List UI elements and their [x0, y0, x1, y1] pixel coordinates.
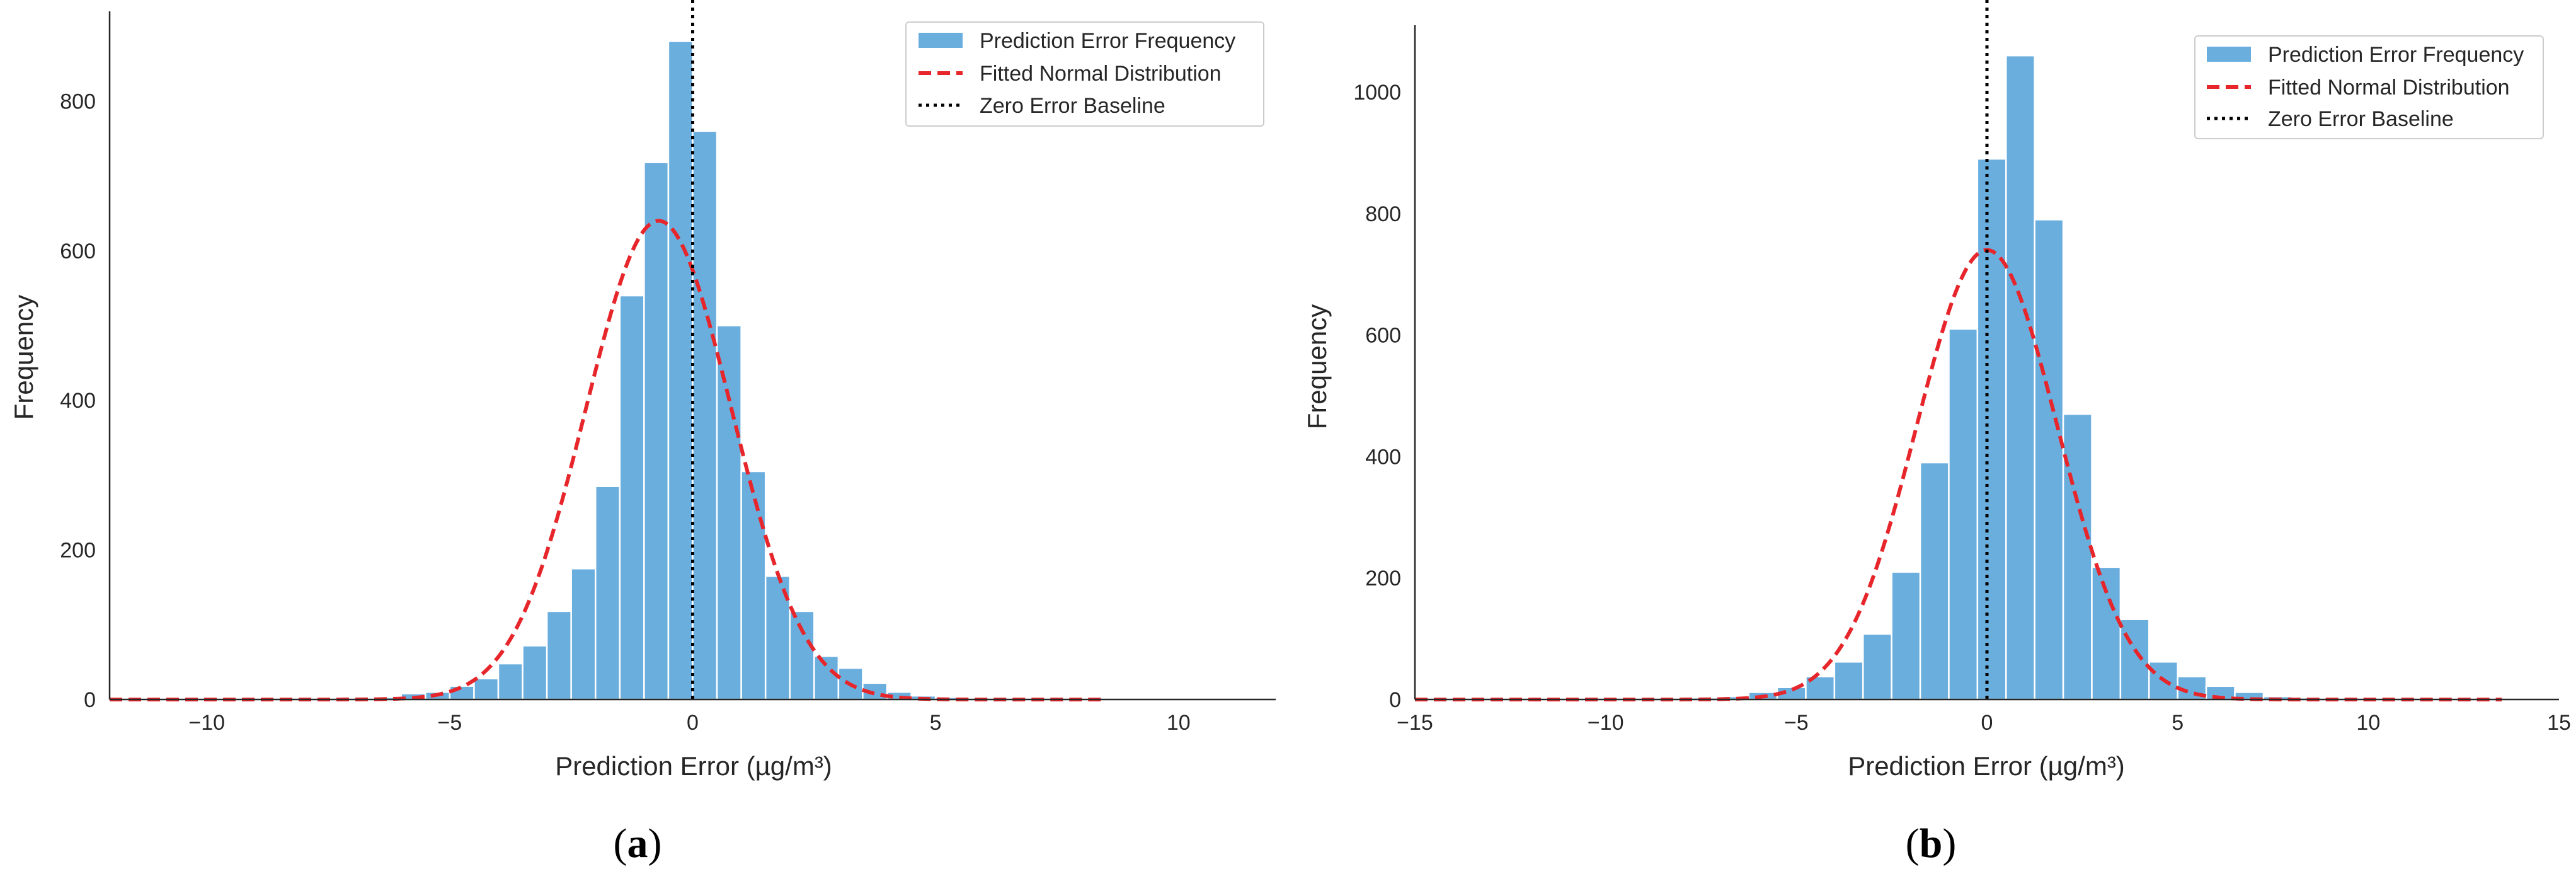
panel-a-legend-label-baseline: Zero Error Baseline	[980, 94, 1165, 118]
y-tick-label: 600	[60, 239, 96, 263]
panel-a-legend-box	[905, 21, 1264, 127]
y-tick-label: 0	[1389, 688, 1401, 712]
panel-a-caption-label: (a)	[614, 821, 662, 867]
histogram-bar	[449, 685, 475, 701]
panel-b-legend-label-baseline: Zero Error Baseline	[2268, 107, 2454, 131]
histogram-bar	[546, 610, 572, 701]
histogram-bar	[692, 130, 718, 701]
histogram-bar	[570, 568, 597, 701]
histogram-bar	[643, 161, 670, 701]
panel-b-axes	[1414, 25, 2559, 701]
panel-a-x-ticks: −10 −5 0 5 10	[188, 711, 1190, 735]
panel-a-legend-label-bars: Prediction Error Frequency	[980, 29, 1235, 53]
panel-b-y-axis-label: Frequency	[1302, 304, 1332, 429]
panel-b-y-ticks: 0 200 400 600 800 1000	[1353, 81, 1401, 712]
panel-a-axes	[108, 11, 1276, 701]
y-tick-label: 800	[1365, 202, 1401, 226]
panel-b-legend-box	[2194, 35, 2544, 139]
histogram-bar	[1891, 571, 1921, 701]
histogram-bar	[2005, 54, 2035, 701]
histogram-bar	[497, 662, 524, 701]
panel-a-x-axis-label: Prediction Error (µg/m³)	[555, 751, 832, 781]
x-tick-label: −10	[188, 711, 225, 735]
histogram-bar	[2034, 219, 2064, 701]
histogram-bar	[740, 470, 767, 701]
histogram-bar	[1862, 633, 1892, 701]
histogram-bar	[2062, 413, 2093, 701]
panel-b-caption-label: (b)	[1906, 821, 1957, 867]
x-tick-label: 0	[1981, 711, 1993, 735]
panel-a-legend: Prediction Error Frequency Fitted Normal…	[905, 21, 1264, 127]
x-tick-label: 0	[687, 711, 699, 735]
x-tick-label: −10	[1588, 711, 1624, 735]
histogram-bar	[1833, 660, 1864, 701]
x-tick-label: −5	[1784, 711, 1809, 735]
panel-b-legend: Prediction Error Frequency Fitted Normal…	[2194, 35, 2544, 139]
panel-b-chart: −15 −10 −5 0 5 10 15 0 200 400 600 800 1000 Predict…	[1302, 0, 2571, 867]
histogram-bar	[1919, 461, 1950, 701]
panel-b-legend-label-bars: Prediction Error Frequency	[2268, 43, 2524, 67]
histogram-bar	[522, 645, 548, 701]
panel-b-legend-bar-swatch	[2207, 47, 2251, 62]
histogram-bar	[2119, 618, 2150, 701]
x-tick-label: −15	[1397, 711, 1433, 735]
y-tick-label: 0	[84, 688, 96, 712]
histogram-bar	[473, 677, 500, 701]
histogram-bar	[595, 485, 621, 701]
y-tick-label: 200	[60, 539, 96, 563]
x-tick-label: 10	[1167, 711, 1191, 735]
panel-a-chart: −10 −5 0 5 10 0 200 400 600 800 Prediction Error…	[9, 0, 1276, 867]
panel-b-x-axis-label: Prediction Error (µg/m³)	[1848, 751, 2125, 781]
histogram-bar	[813, 655, 840, 701]
panel-a-legend-bar-swatch	[919, 33, 963, 48]
histogram-bar	[716, 325, 742, 701]
x-tick-label: 5	[2172, 711, 2184, 735]
y-tick-label: 200	[1365, 567, 1401, 590]
histogram-bar	[619, 294, 645, 701]
panel-a-legend-label-fit: Fitted Normal Distribution	[980, 62, 1222, 86]
y-tick-label: 600	[1365, 324, 1401, 348]
histogram-bar	[1948, 328, 1979, 701]
y-tick-label: 400	[1365, 445, 1401, 469]
panel-a-bars	[352, 40, 1107, 701]
panel-b-legend-label-fit: Fitted Normal Distribution	[2268, 76, 2510, 100]
x-tick-label: −5	[437, 711, 462, 735]
y-tick-label: 400	[60, 389, 96, 413]
histogram-bar	[667, 40, 694, 701]
x-tick-label: 15	[2547, 711, 2571, 735]
panel-a-y-ticks: 0 200 400 600 800	[60, 89, 96, 712]
y-tick-label: 800	[60, 89, 96, 113]
panel-a-y-axis-label: Frequency	[9, 295, 38, 420]
panel-b-bars	[1690, 54, 2493, 701]
histogram-bar	[789, 610, 815, 701]
panel-b-x-ticks: −15 −10 −5 0 5 10 15	[1397, 711, 2571, 735]
y-tick-label: 1000	[1353, 81, 1401, 105]
x-tick-label: 10	[2356, 711, 2380, 735]
histogram-bar	[1976, 158, 2007, 701]
x-tick-label: 5	[930, 711, 942, 735]
